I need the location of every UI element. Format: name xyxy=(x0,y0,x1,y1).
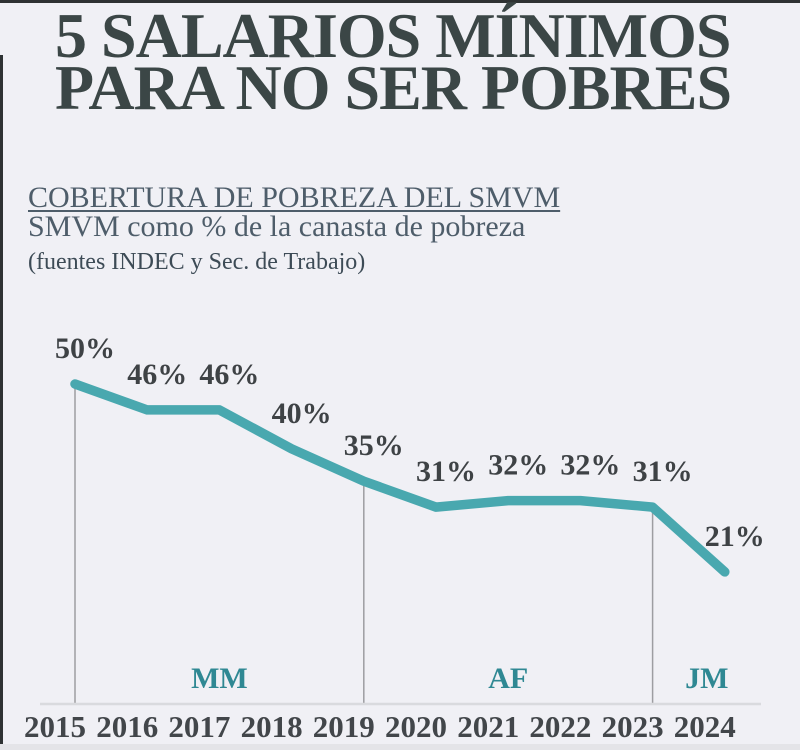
x-tick-label: 2023 xyxy=(602,709,664,744)
x-tick-label: 2017 xyxy=(168,709,230,744)
data-point-label: 32% xyxy=(560,449,620,482)
x-tick-label: 2015 xyxy=(24,709,86,744)
trend-line xyxy=(70,379,730,577)
page-border-top xyxy=(0,0,800,3)
x-tick-label: 2018 xyxy=(241,709,303,744)
x-tick-label: 2022 xyxy=(529,709,591,744)
data-point-label: 31% xyxy=(416,455,476,488)
page-edge-bottom xyxy=(0,744,800,750)
term-label: MM xyxy=(191,662,248,695)
x-tick-label: 2019 xyxy=(313,709,375,744)
chart-subtitle: SMVM como % de la canasta de pobreza xyxy=(28,210,526,243)
page-border-left xyxy=(0,55,3,750)
data-point-label: 32% xyxy=(488,449,548,482)
headline: 5 SALARIOS MÍNIMOS PARA NO SER POBRES xyxy=(55,0,732,123)
data-point-label: 35% xyxy=(344,429,404,462)
headline-line1: 5 SALARIOS MÍNIMOS xyxy=(55,0,731,71)
data-point-label: 46% xyxy=(127,358,187,391)
chart-header: COBERTURA DE POBREZA DEL SMVM SMVM como … xyxy=(28,181,561,276)
chart-title: COBERTURA DE POBREZA DEL SMVM xyxy=(28,181,561,214)
x-tick-label: 2021 xyxy=(457,709,519,744)
headline-line2: PARA NO SER POBRES xyxy=(55,52,732,123)
data-point-label: 21% xyxy=(705,520,765,553)
data-point-label: 31% xyxy=(633,455,693,488)
term-label: JM xyxy=(685,662,728,695)
x-tick-label: 2016 xyxy=(96,709,158,744)
data-point-label: 50% xyxy=(55,332,115,365)
x-tick-label: 2024 xyxy=(674,709,736,744)
x-tick-label: 2020 xyxy=(385,709,447,744)
data-point-label: 40% xyxy=(272,397,332,430)
data-point-label: 46% xyxy=(199,358,259,391)
chart-source: (fuentes INDEC y Sec. de Trabajo) xyxy=(28,249,366,275)
term-label: AF xyxy=(488,662,528,695)
